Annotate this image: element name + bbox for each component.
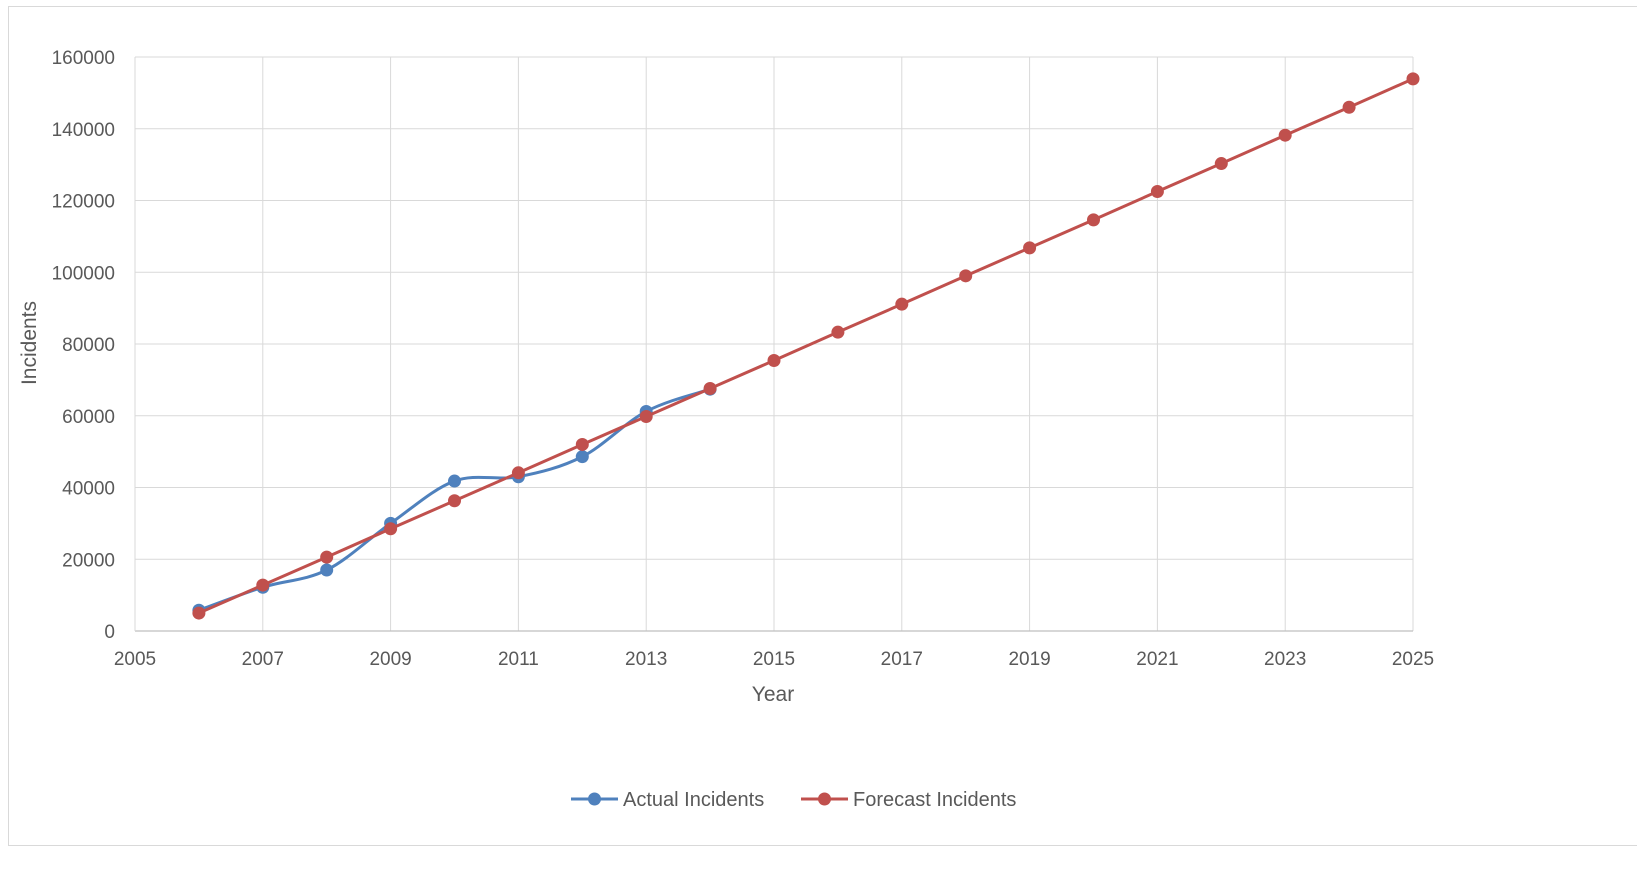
data-point-forecast-incidents[interactable] <box>1214 157 1228 171</box>
series-forecast-incidents <box>192 72 1420 620</box>
tick-labels: 2005 2007 2009 2011 2013 2015 2017 2019 2021 2023… <box>52 48 1435 670</box>
y-tick-label: 0 <box>104 622 115 643</box>
x-tick-label: 2005 <box>114 649 156 670</box>
data-point-forecast-incidents[interactable] <box>511 466 525 480</box>
data-point-forecast-incidents[interactable] <box>575 437 589 451</box>
x-tick-label: 2021 <box>1136 649 1178 670</box>
y-tick-label: 140000 <box>52 120 115 141</box>
data-point-forecast-incidents[interactable] <box>1406 72 1420 86</box>
series-layer <box>192 72 1420 620</box>
data-point-forecast-incidents[interactable] <box>959 269 973 283</box>
data-point-forecast-incidents[interactable] <box>1342 100 1356 114</box>
legend-label: Forecast Incidents <box>853 789 1016 811</box>
data-point-forecast-incidents[interactable] <box>448 494 461 508</box>
y-tick-label: 80000 <box>62 335 115 356</box>
y-axis-title: Incidents <box>18 301 41 385</box>
legend-item-actual-incidents[interactable]: Actual Incidents <box>571 789 764 811</box>
x-tick-label: 2017 <box>881 649 923 670</box>
x-tick-label: 2007 <box>242 649 284 670</box>
x-tick-label: 2009 <box>369 649 411 670</box>
data-point-forecast-incidents[interactable] <box>1150 185 1164 199</box>
legend-label: Actual Incidents <box>623 789 764 811</box>
data-point-forecast-incidents[interactable] <box>1278 128 1292 142</box>
data-point-forecast-incidents[interactable] <box>1087 213 1100 227</box>
data-point-actual-incidents[interactable] <box>320 563 334 577</box>
data-point-forecast-incidents[interactable] <box>639 409 653 423</box>
x-tick-label: 2023 <box>1264 649 1306 670</box>
chart-frame <box>8 6 1637 846</box>
y-tick-label: 60000 <box>62 407 115 428</box>
axes <box>134 57 1413 632</box>
x-axis-title: Year <box>752 683 794 706</box>
x-tick-label: 2025 <box>1392 649 1434 670</box>
legend-item-forecast-incidents[interactable]: Forecast Incidents <box>801 789 1016 811</box>
x-tick-label: 2013 <box>625 649 667 670</box>
data-point-forecast-incidents[interactable] <box>895 297 909 311</box>
y-tick-label: 100000 <box>52 263 115 284</box>
legend-swatch-marker <box>818 792 831 806</box>
legend: Actual Incidents Forecast Incidents <box>571 789 1016 811</box>
y-tick-label: 20000 <box>62 550 115 571</box>
data-point-forecast-incidents[interactable] <box>192 606 206 620</box>
data-point-forecast-incidents[interactable] <box>767 354 781 368</box>
gridlines <box>135 56 1414 631</box>
data-point-forecast-incidents[interactable] <box>384 522 398 536</box>
legend-swatch-marker <box>588 792 601 806</box>
x-tick-label: 2011 <box>498 649 539 670</box>
series-line-forecast-incidents <box>197 77 1415 615</box>
y-tick-label: 160000 <box>52 48 115 69</box>
data-point-forecast-incidents[interactable] <box>320 550 334 564</box>
data-point-forecast-incidents[interactable] <box>831 325 845 339</box>
data-point-forecast-incidents[interactable] <box>1023 241 1037 255</box>
y-tick-label: 120000 <box>52 192 115 213</box>
x-tick-label: 2019 <box>1008 649 1050 670</box>
y-tick-label: 40000 <box>62 479 115 500</box>
data-point-forecast-incidents[interactable] <box>256 578 270 592</box>
data-point-actual-incidents[interactable] <box>575 450 589 464</box>
data-point-actual-incidents[interactable] <box>448 474 461 488</box>
x-tick-label: 2015 <box>753 649 795 670</box>
data-point-forecast-incidents[interactable] <box>703 381 717 395</box>
